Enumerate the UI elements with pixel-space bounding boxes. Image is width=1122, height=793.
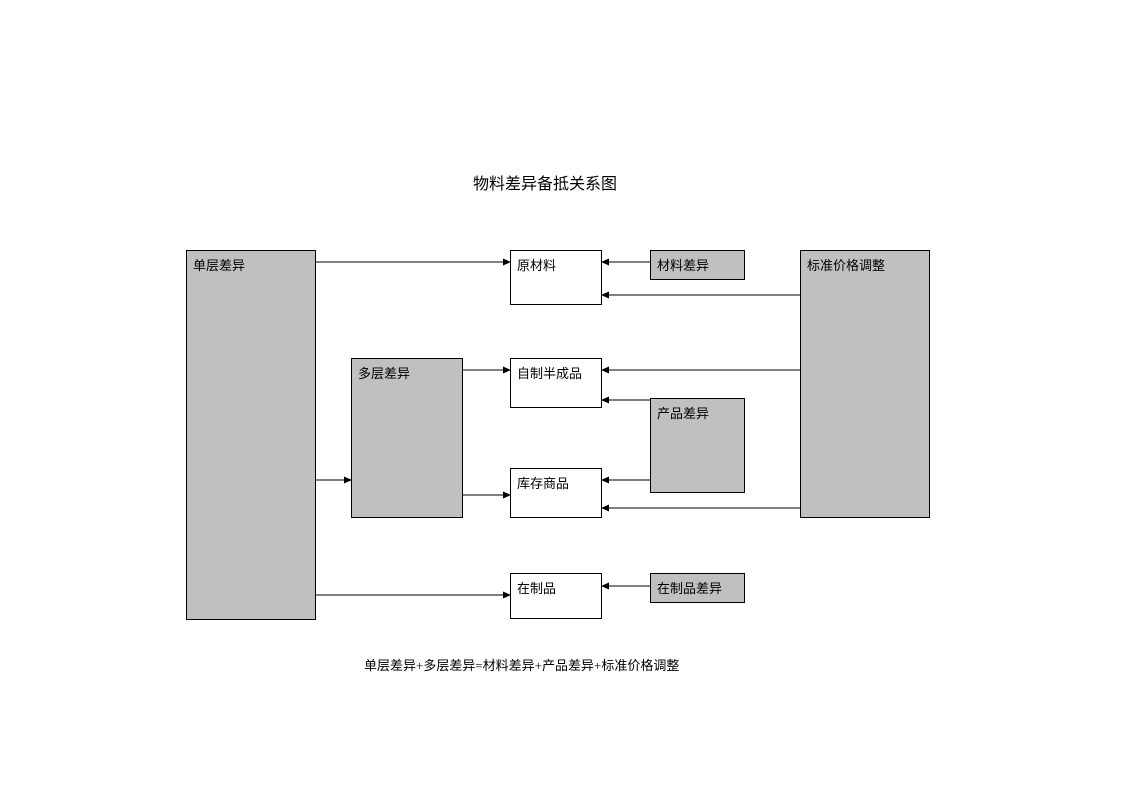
- node-wip: 在制品: [510, 573, 602, 619]
- node-product-var: 产品差异: [650, 398, 745, 493]
- diagram-caption: 单层差异+多层差异=材料差异+产品差异+标准价格调整: [364, 655, 679, 674]
- node-material-var: 材料差异: [650, 250, 745, 280]
- node-raw-material: 原材料: [510, 250, 602, 305]
- node-std-price: 标准价格调整: [800, 250, 930, 518]
- node-multi-level: 多层差异: [351, 358, 463, 518]
- node-semi-finished: 自制半成品: [510, 358, 602, 408]
- node-single-level: 单层差异: [186, 250, 316, 620]
- diagram-title: 物料差异备抵关系图: [473, 170, 617, 194]
- node-inventory: 库存商品: [510, 468, 602, 518]
- node-wip-var: 在制品差异: [650, 573, 745, 603]
